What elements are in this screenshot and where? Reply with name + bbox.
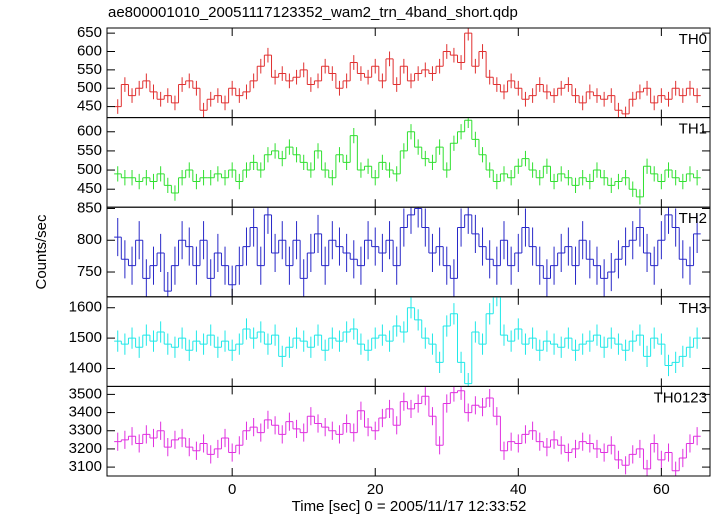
y-tick-label: 3100 [69, 458, 102, 475]
panel-label: TH0123 [654, 389, 707, 406]
x-tick-label: 20 [367, 481, 384, 498]
y-tick-label: 500 [77, 79, 102, 96]
y-tick-label: 650 [77, 24, 102, 41]
x-tick-label: 40 [510, 481, 527, 498]
y-tick-label: 850 [77, 199, 102, 216]
y-tick-label: 3200 [69, 440, 102, 457]
y-axis-label: Counts/sec [33, 214, 50, 290]
panel-frame [106, 385, 711, 477]
y-tick-label: 800 [77, 231, 102, 248]
panel-data [114, 296, 701, 387]
panel-data [114, 28, 701, 118]
y-tick-label: 600 [77, 123, 102, 140]
x-tick-label: 60 [653, 481, 670, 498]
panel-frame [106, 27, 711, 119]
y-tick-label: 500 [77, 161, 102, 178]
y-tick-label: 450 [77, 180, 102, 197]
y-tick-label: 750 [77, 263, 102, 280]
panel-label: TH0 [679, 31, 707, 48]
x-axis-label: Time [sec] 0 = 2005/11/17 12:33:52 [292, 498, 527, 515]
y-tick-label: 1600 [69, 299, 102, 316]
y-tick-label: 550 [77, 61, 102, 78]
x-tick-label: 0 [228, 481, 236, 498]
panel-label: TH1 [679, 121, 707, 138]
y-tick-label: 3500 [69, 385, 102, 402]
panel-frame [106, 206, 711, 298]
panel-data [114, 386, 701, 476]
panel-frame [106, 117, 711, 208]
y-tick-label: 550 [77, 142, 102, 159]
panel-data [114, 207, 701, 297]
y-tick-label: 450 [77, 98, 102, 115]
y-tick-label: 1500 [69, 329, 102, 346]
y-tick-label: 3400 [69, 404, 102, 421]
chart-title: ae800001010_20051117123352_wam2_trn_4ban… [108, 4, 518, 21]
panel-data [114, 117, 701, 205]
y-tick-label: 1400 [69, 359, 102, 376]
y-tick-label: 3300 [69, 422, 102, 439]
panel-label: TH2 [679, 210, 707, 227]
panel-label: TH3 [679, 300, 707, 317]
y-tick-label: 600 [77, 42, 102, 59]
